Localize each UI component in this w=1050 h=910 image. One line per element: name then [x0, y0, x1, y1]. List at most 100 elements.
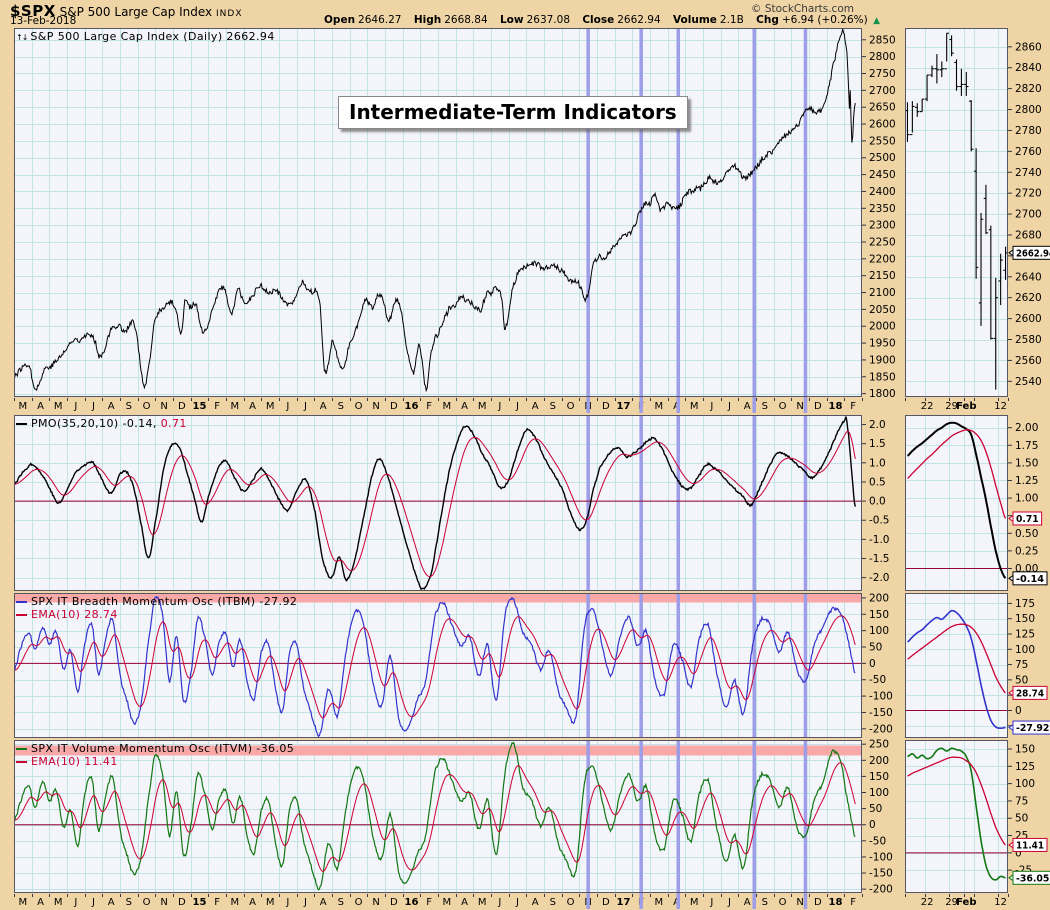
svg-text:50: 50: [869, 803, 882, 815]
svg-text:J: J: [73, 401, 77, 412]
svg-text:0: 0: [1015, 705, 1022, 717]
x-axis-bottom: MAMJJASOND15FMAMJJASOND16FMAMJJASOND17FM…: [14, 893, 1009, 909]
svg-text:0.50: 0.50: [1015, 528, 1038, 540]
updown-arrows-icon: ↑↓: [16, 33, 28, 42]
svg-text:100: 100: [869, 787, 889, 799]
svg-text:D: D: [178, 897, 186, 908]
svg-text:D: D: [390, 897, 398, 908]
svg-text:J: J: [73, 897, 77, 908]
svg-text:-200: -200: [869, 723, 893, 735]
svg-text:-150: -150: [869, 868, 893, 880]
series-ema-10-: [907, 623, 1006, 694]
svg-text:2400: 2400: [869, 186, 896, 198]
svg-text:A: A: [532, 401, 539, 412]
svg-text:O: O: [567, 897, 575, 908]
svg-text:O: O: [355, 897, 363, 908]
svg-text:-0.14: -0.14: [1016, 574, 1044, 585]
svg-text:1800: 1800: [869, 388, 896, 400]
svg-text:M: M: [54, 897, 63, 908]
svg-text:A: A: [249, 401, 256, 412]
svg-text:0.0: 0.0: [869, 496, 886, 508]
high-value: 2668.84: [444, 14, 488, 26]
y-axis: -2.0 -1.5 -1.0 -0.5 0.0 0.5 1.0 1.5 2.0: [862, 419, 890, 584]
svg-text:F: F: [850, 401, 856, 412]
svg-text:-27.92: -27.92: [1016, 723, 1049, 734]
y-axis: -200 -150 -100 -50 0 50 100 150 200 250: [862, 739, 893, 896]
svg-text:2780: 2780: [1015, 125, 1042, 137]
y-axis: 0 50 75 100 125 150 175: [1008, 598, 1035, 727]
svg-text:O: O: [567, 401, 575, 412]
series-ema-10-: [14, 615, 856, 719]
svg-text:J: J: [515, 897, 519, 908]
svg-text:M: M: [443, 897, 452, 908]
svg-text:2580: 2580: [1015, 334, 1042, 346]
signal-event-lines: [586, 415, 808, 591]
svg-text:J: J: [515, 401, 519, 412]
svg-text:100: 100: [1015, 778, 1035, 790]
svg-text:0: 0: [869, 819, 876, 831]
svg-text:2800: 2800: [869, 51, 896, 63]
svg-text:N: N: [372, 401, 379, 412]
itvm-ema-label: EMA(10) 11.41: [31, 755, 118, 768]
svg-text:125: 125: [1015, 628, 1035, 640]
low-value: 2637.08: [526, 14, 570, 26]
svg-text:1850: 1850: [869, 371, 896, 383]
overbought-band: [14, 745, 862, 756]
svg-text:M: M: [231, 897, 240, 908]
svg-text:J: J: [303, 401, 307, 412]
svg-text:F: F: [426, 401, 432, 412]
overbought-band: [14, 593, 862, 603]
svg-text:D: D: [814, 401, 822, 412]
svg-text:D: D: [178, 401, 186, 412]
pmo-label: PMO(35,20,10) -0.14,: [31, 417, 157, 430]
svg-text:A: A: [37, 897, 44, 908]
svg-text:50: 50: [1015, 813, 1028, 825]
svg-text:18: 18: [829, 897, 843, 908]
svg-text:M: M: [655, 401, 664, 412]
itbm_mini-panel: 0 50 75 100 125 150 175 28.74 -27.92: [905, 593, 1050, 738]
svg-text:2860: 2860: [1015, 41, 1042, 53]
svg-text:A: A: [744, 897, 751, 908]
svg-text:2740: 2740: [1015, 167, 1042, 179]
itvm_main-panel: -200 -150 -100 -50 0 50 100 150 200 250: [14, 739, 893, 896]
itvm-line-swatch-icon: [16, 748, 27, 750]
quote-summary: Open 2646.27 High 2668.84 Low 2637.08 Close…: [315, 14, 880, 26]
price_mini-tag-2662.94: 2662.94: [1008, 245, 1050, 260]
svg-text:22: 22: [921, 897, 934, 908]
svg-text:29: 29: [945, 401, 958, 412]
svg-text:Feb: Feb: [956, 401, 976, 412]
series-pmo-signal-ema-10-: [14, 430, 856, 577]
svg-text:-100: -100: [869, 691, 893, 703]
svg-text:D: D: [602, 401, 610, 412]
svg-text:N: N: [796, 401, 803, 412]
svg-text:-1.5: -1.5: [869, 553, 890, 565]
series-ema-10-: [907, 756, 1006, 846]
svg-text:A: A: [461, 897, 468, 908]
svg-text:16: 16: [405, 401, 419, 412]
svg-text:17: 17: [617, 401, 631, 412]
change-value: +6.94 (+0.26%): [781, 14, 868, 26]
svg-text:2100: 2100: [869, 287, 896, 299]
svg-text:A: A: [37, 401, 44, 412]
svg-text:100: 100: [1015, 644, 1035, 656]
x-axis-top: MAMJJASOND15FMAMJJASOND16FMAMJJASOND17FM…: [14, 397, 1009, 413]
svg-text:2750: 2750: [869, 68, 896, 80]
itvm-label: SPX IT Volume Momentum Osc (ITVM) -36.05: [31, 742, 295, 755]
svg-text:J: J: [91, 897, 95, 908]
svg-text:-150: -150: [869, 707, 893, 719]
itvm-legend: SPX IT Volume Momentum Osc (ITVM) -36.05: [16, 743, 294, 755]
gridlines: [14, 415, 862, 591]
pmo_mini-tag--0.14: -0.14: [1008, 571, 1048, 586]
open-value: 2646.27: [358, 14, 402, 26]
svg-text:1900: 1900: [869, 354, 896, 366]
svg-text:2820: 2820: [1015, 83, 1042, 95]
pmo-signal-value: 0.71: [160, 417, 187, 430]
signal-event-lines: [586, 593, 808, 738]
svg-text:A: A: [108, 401, 115, 412]
svg-text:M: M: [266, 401, 275, 412]
series-itbm: [14, 595, 856, 738]
svg-text:A: A: [744, 401, 751, 412]
itbm_main-panel: -200 -150 -100 -50 0 50 100 150 200: [14, 592, 893, 738]
pmo-line-swatch-icon: [16, 423, 27, 425]
